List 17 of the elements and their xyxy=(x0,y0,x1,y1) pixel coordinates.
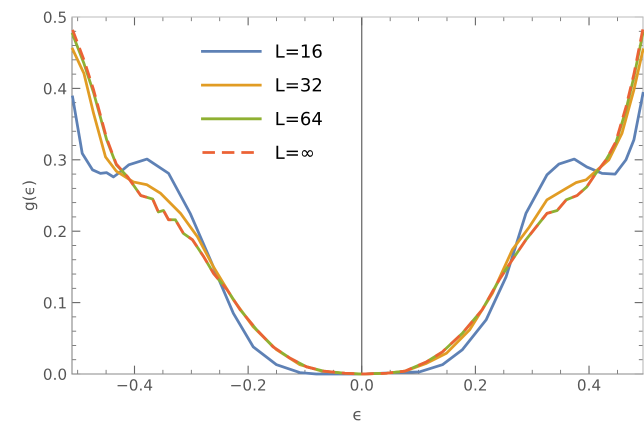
x-tick-label: 0.4 xyxy=(578,379,600,391)
y-tick-label: 0.2 xyxy=(44,226,66,238)
y-tick-label: 0.0 xyxy=(44,368,66,380)
y-tick-label: 0.4 xyxy=(44,82,66,94)
legend-label: L=∞ xyxy=(276,146,313,159)
x-axis-title: ϵ xyxy=(353,410,360,420)
legend-label: L=32 xyxy=(276,78,322,92)
y-tick-label: 0.5 xyxy=(44,11,66,24)
x-tick-label: 0.2 xyxy=(464,379,486,391)
x-tick-label: −0.2 xyxy=(231,379,266,391)
y-tick-label: 0.1 xyxy=(44,297,66,309)
legend-label: L=16 xyxy=(276,44,322,58)
y-tick-label: 0.3 xyxy=(44,154,66,166)
x-tick-label: 0.0 xyxy=(350,379,373,391)
legend-label: L=64 xyxy=(276,112,322,126)
x-tick-label: −0.4 xyxy=(118,379,152,391)
y-axis-title: g(ϵ) xyxy=(22,181,38,210)
